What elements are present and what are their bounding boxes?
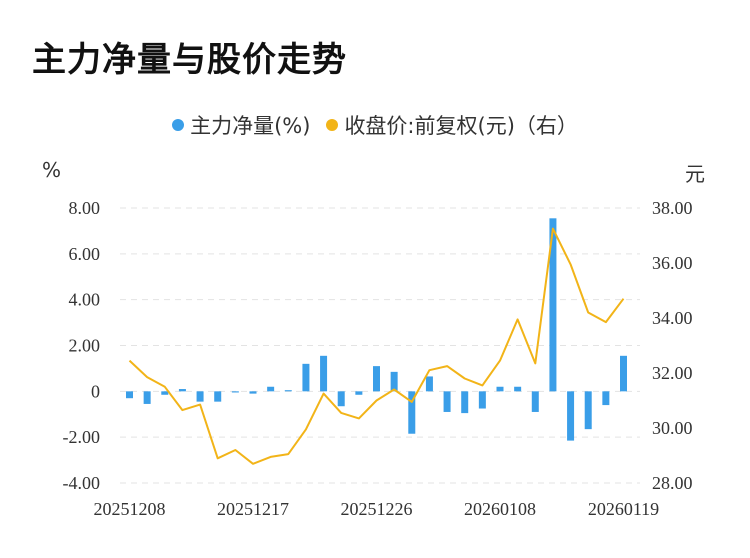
left-axis-tick-label: 4.00 xyxy=(69,290,101,310)
bar-mark xyxy=(390,371,398,392)
close-price-line xyxy=(128,227,625,465)
bar-mark xyxy=(514,386,522,392)
left-axis-tick-label: -4.00 xyxy=(63,473,101,493)
right-axis-unit: 元 xyxy=(685,162,705,186)
bar-mark xyxy=(496,386,504,392)
bar-mark xyxy=(284,390,292,392)
bar-mark xyxy=(461,391,469,414)
x-axis-tick-label: 20260119 xyxy=(588,499,659,519)
bar-mark xyxy=(302,363,310,392)
right-axis-tick-label: 36.00 xyxy=(652,253,693,273)
legend-dot-line-icon xyxy=(326,119,339,131)
chart-legend: 主力净量(%) 收盘价:前复权(元)（右） xyxy=(0,110,750,140)
left-axis-tick-label: 8.00 xyxy=(69,198,101,218)
right-axis-tick-label: 32.00 xyxy=(652,363,693,383)
left-axis-tick-label: 0 xyxy=(91,381,100,401)
bar-mark xyxy=(408,391,416,434)
bar-mark xyxy=(126,391,133,399)
legend-item-net-volume[interactable]: 主力净量(%) xyxy=(172,110,310,140)
bar-mark xyxy=(161,391,169,395)
bar-mark xyxy=(355,391,363,395)
legend-label-close-price: 收盘价:前复权(元)（右） xyxy=(344,114,578,138)
x-axis-tick-label: 20251217 xyxy=(217,499,289,519)
bar-mark xyxy=(373,366,380,392)
x-axis-tick-label: 20251208 xyxy=(94,499,166,519)
bar-mark xyxy=(143,391,151,404)
legend-label-net-volume: 主力净量(%) xyxy=(190,114,311,138)
bar-mark xyxy=(549,218,557,392)
bar-mark xyxy=(584,391,592,430)
left-axis-tick-label: -2.00 xyxy=(63,427,101,447)
left-axis-tick-label: 6.00 xyxy=(69,244,101,264)
left-axis-tick-label: 2.00 xyxy=(69,336,101,356)
bar-mark xyxy=(178,389,186,392)
right-axis-tick-label: 34.00 xyxy=(652,308,693,328)
right-axis-tick-label: 28.00 xyxy=(652,473,693,493)
bar-mark xyxy=(602,391,610,406)
right-axis-tick-label: 30.00 xyxy=(652,418,693,438)
bar-mark xyxy=(567,391,575,441)
bar-mark xyxy=(620,355,627,392)
bar-mark xyxy=(267,386,275,392)
x-axis-tick-label: 20251226 xyxy=(341,499,413,519)
chart-title: 主力净量与股价走势 xyxy=(32,40,347,80)
bar-mark xyxy=(443,391,451,412)
bar-mark xyxy=(196,391,204,402)
legend-dot-bar-icon xyxy=(172,119,185,131)
bar-mark xyxy=(231,391,239,393)
bar-mark xyxy=(249,391,257,394)
right-axis-tick-label: 38.00 xyxy=(652,198,693,218)
x-axis-tick-label: 20260108 xyxy=(464,499,536,519)
bar-mark xyxy=(531,391,539,412)
bar-mark xyxy=(478,391,486,409)
legend-item-close-price[interactable]: 收盘价:前复权(元)（右） xyxy=(326,110,578,140)
bar-mark xyxy=(214,391,222,402)
left-axis-unit: % xyxy=(42,158,62,182)
bar-mark xyxy=(320,355,328,392)
bar-mark xyxy=(337,391,345,407)
bar-mark xyxy=(425,376,433,392)
